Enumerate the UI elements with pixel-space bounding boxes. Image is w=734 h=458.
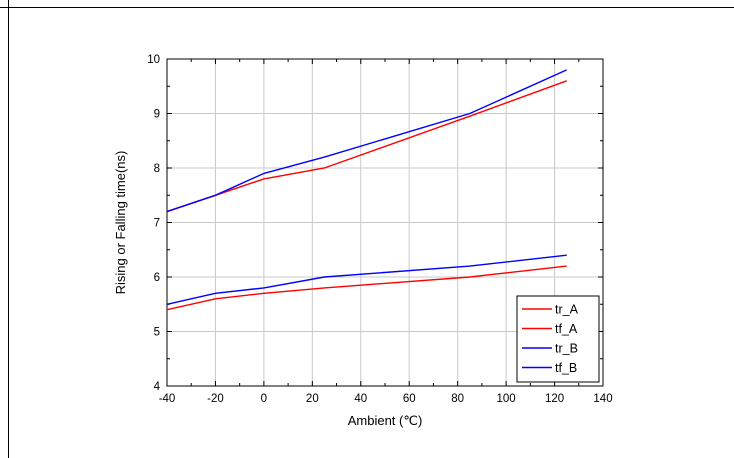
- legend-entry-label: tr_B: [555, 342, 578, 356]
- grid-lines: [167, 59, 603, 386]
- y-axis-label: Rising or Falling time(ns): [113, 151, 128, 295]
- y-tick-label: 4: [154, 381, 161, 393]
- axis-ticks: [166, 58, 604, 387]
- x-tick-label: 140: [593, 393, 612, 405]
- legend-entry-label: tr_A: [555, 303, 579, 317]
- x-tick-label: 80: [451, 393, 464, 405]
- legend: tr_A tf_A tr_B tf_B: [516, 295, 600, 383]
- y-tick-label: 7: [154, 218, 160, 230]
- page-frame-left-rule: [8, 0, 9, 458]
- y-tick-label: 9: [154, 109, 160, 121]
- series-line-tf-b: [166, 254, 567, 305]
- x-tick-label: 100: [497, 393, 516, 405]
- x-tick-label: 120: [545, 393, 564, 405]
- page-frame-top-rule: [0, 7, 734, 8]
- x-tick-label: 20: [306, 393, 319, 405]
- y-tick-labels: 4 5 6 7 8 9 10: [147, 54, 160, 393]
- legend-entry-label: tf_B: [555, 361, 577, 375]
- series-line-tr-b: [166, 69, 567, 213]
- x-tick-labels: -40 -20 0 20 40 60 80 100 120 140: [159, 393, 613, 405]
- x-axis-label: Ambient (℃): [348, 413, 423, 428]
- x-tick-label: -40: [159, 393, 176, 405]
- x-tick-label: 60: [403, 393, 416, 405]
- x-tick-label: 40: [354, 393, 367, 405]
- y-tick-label: 5: [154, 327, 160, 339]
- y-tick-label: 8: [154, 163, 160, 175]
- series-line-tr-a: [166, 80, 567, 213]
- x-tick-label: -20: [207, 393, 224, 405]
- x-tick-label: 0: [261, 393, 267, 405]
- legend-entry-label: tf_A: [555, 322, 578, 336]
- y-tick-label: 6: [154, 272, 160, 284]
- series-line-tf-a: [166, 265, 567, 311]
- y-tick-label: 10: [147, 54, 160, 66]
- series-lines: [166, 69, 567, 311]
